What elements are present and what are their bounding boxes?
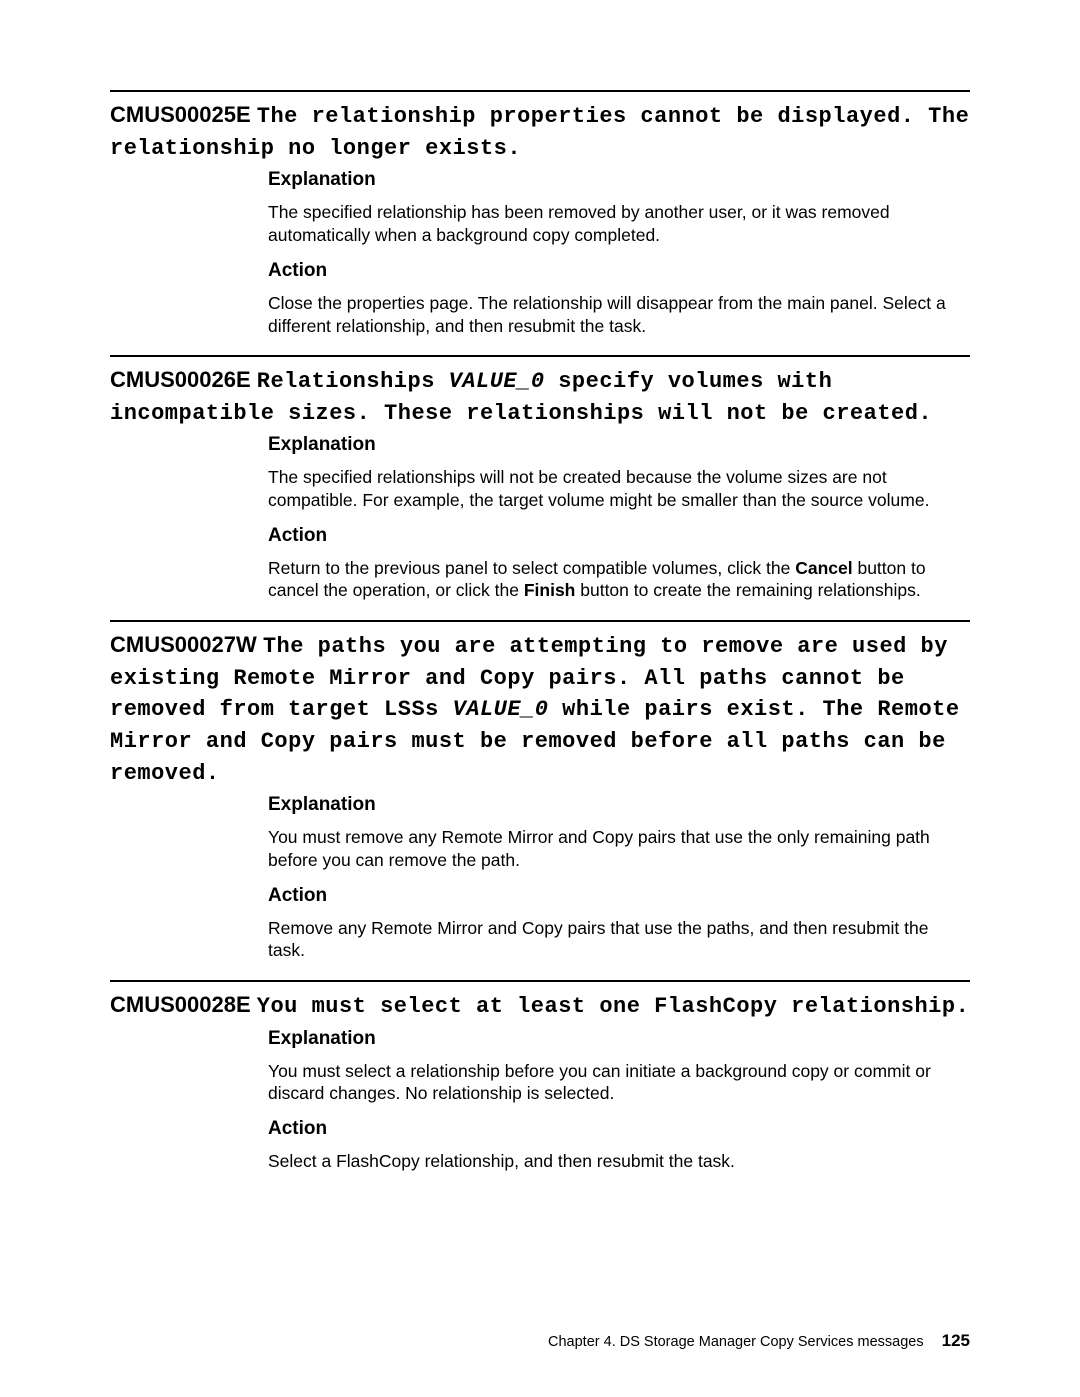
message-code: CMUS00028E: [110, 992, 251, 1017]
message-code: CMUS00026E: [110, 367, 251, 392]
message-text: You must select at least one FlashCopy r…: [257, 994, 970, 1019]
explanation-heading: Explanation: [268, 1028, 970, 1050]
message-section: Explanation You must remove any Remote M…: [268, 794, 970, 962]
page-footer: Chapter 4. DS Storage Manager Copy Servi…: [548, 1331, 970, 1351]
message-block: CMUS00027W The paths you are attempting …: [110, 620, 970, 962]
action-heading: Action: [268, 260, 970, 282]
message-title: CMUS00027W The paths you are attempting …: [110, 630, 970, 788]
action-body: Select a FlashCopy relationship, and the…: [268, 1150, 970, 1172]
message-code: CMUS00027W: [110, 632, 257, 657]
message-title: CMUS00028E You must select at least one …: [110, 990, 970, 1022]
message-section: Explanation You must select a relationsh…: [268, 1028, 970, 1173]
message-code: CMUS00025E: [110, 102, 251, 127]
explanation-body: You must select a relationship before yo…: [268, 1060, 970, 1105]
action-heading: Action: [268, 525, 970, 547]
explanation-body: The specified relationships will not be …: [268, 466, 970, 511]
action-body: Return to the previous panel to select c…: [268, 557, 970, 602]
explanation-heading: Explanation: [268, 794, 970, 816]
message-title: CMUS00025E The relationship properties c…: [110, 100, 970, 163]
message-block: CMUS00025E The relationship properties c…: [110, 90, 970, 337]
message-block: CMUS00028E You must select at least one …: [110, 980, 970, 1173]
explanation-heading: Explanation: [268, 434, 970, 456]
message-section: Explanation The specified relationship h…: [268, 169, 970, 337]
footer-chapter: Chapter 4. DS Storage Manager Copy Servi…: [548, 1334, 924, 1350]
message-block: CMUS00026E Relationships VALUE_0 specify…: [110, 355, 970, 602]
footer-page-number: 125: [942, 1331, 970, 1350]
action-body: Remove any Remote Mirror and Copy pairs …: [268, 917, 970, 962]
message-section: Explanation The specified relationships …: [268, 434, 970, 602]
message-title: CMUS00026E Relationships VALUE_0 specify…: [110, 365, 970, 428]
explanation-heading: Explanation: [268, 169, 970, 191]
action-heading: Action: [268, 885, 970, 907]
explanation-body: The specified relationship has been remo…: [268, 201, 970, 246]
action-body: Close the properties page. The relations…: [268, 292, 970, 337]
explanation-body: You must remove any Remote Mirror and Co…: [268, 826, 970, 871]
action-heading: Action: [268, 1118, 970, 1140]
